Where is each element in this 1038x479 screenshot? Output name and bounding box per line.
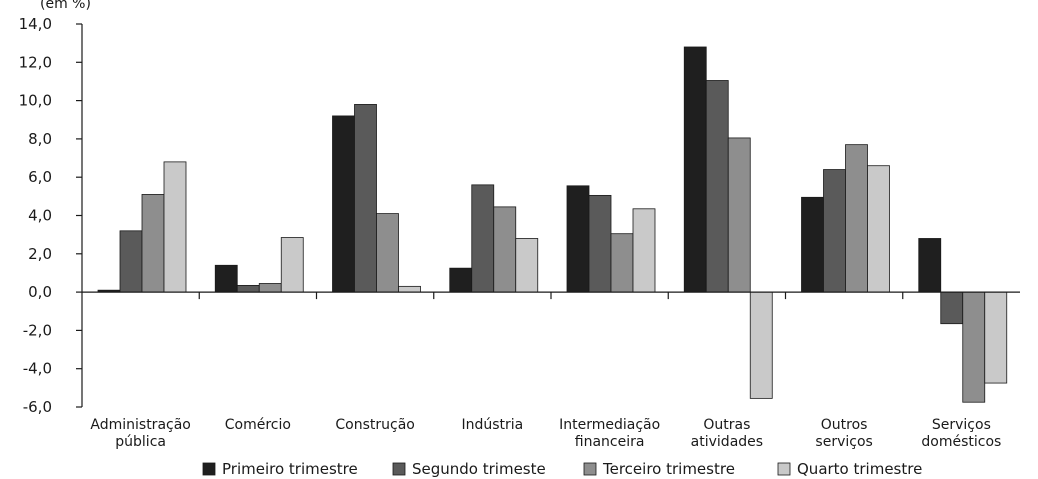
- y-tick-label: 8,0: [28, 130, 52, 148]
- category-label: pública: [115, 434, 166, 450]
- bar: [449, 267, 473, 293]
- bar: [280, 237, 304, 293]
- bar: [727, 137, 751, 293]
- bar: [376, 213, 399, 293]
- y-tick-label: 12,0: [19, 53, 52, 71]
- legend: Primeiro trimestre Segundo trimeste Tercei…: [202, 460, 922, 478]
- bar: [471, 184, 495, 293]
- bar: [705, 80, 729, 293]
- bar: [588, 194, 612, 293]
- bar: [962, 291, 986, 403]
- category-label: domésticos: [921, 434, 1001, 450]
- bar: [214, 264, 238, 293]
- bar: [632, 208, 656, 293]
- y-tick-label: 6,0: [28, 168, 52, 186]
- bar: [845, 144, 868, 293]
- bar: [801, 196, 824, 293]
- bar: [749, 291, 773, 399]
- legend-swatch: [392, 462, 406, 476]
- y-tick-label: -2,0: [23, 321, 52, 339]
- legend-swatch: [777, 462, 791, 476]
- bar: [918, 238, 942, 293]
- y-tick-label: -6,0: [23, 398, 52, 416]
- bar: [354, 104, 377, 293]
- category-label: Construção: [335, 417, 414, 433]
- bar: [398, 285, 421, 293]
- legend-swatch: [202, 462, 216, 476]
- legend-swatch: [583, 462, 597, 476]
- y-tick-label: 10,0: [19, 92, 52, 110]
- bar: [940, 291, 964, 325]
- category-label: serviços: [815, 434, 872, 450]
- x-ticks: [198, 292, 904, 300]
- legend-label: Quarto trimestre: [797, 460, 922, 478]
- bar: [515, 238, 539, 293]
- y-tick-label: -4,0: [23, 360, 52, 378]
- category-label: financeira: [575, 434, 645, 450]
- bar: [258, 283, 282, 293]
- bar: [332, 115, 355, 293]
- y-tick-label: 4,0: [28, 207, 52, 225]
- category-label: Serviços: [932, 417, 991, 433]
- y-unit-label: (em %): [40, 0, 91, 12]
- bar: [141, 194, 165, 293]
- bar: [867, 165, 890, 293]
- category-label: Indústria: [461, 417, 523, 433]
- y-tick-label: 2,0: [28, 245, 52, 263]
- y-ticks: 14,0 12,0 10,0 8,0 6,0 4,0 2,0 0,0 -2,0 -4,0 -6,0: [19, 15, 82, 416]
- category-label: Intermediação: [559, 417, 660, 433]
- bar: [566, 185, 590, 293]
- legend-label: Segundo trimeste: [412, 460, 546, 478]
- legend-label: Primeiro trimestre: [222, 460, 358, 478]
- bar: [119, 230, 143, 293]
- bar: [683, 46, 707, 293]
- legend-label: Terceiro trimestre: [602, 460, 735, 478]
- y-tick-label: 0,0: [28, 283, 52, 301]
- y-tick-label: 14,0: [19, 15, 52, 33]
- bars: [97, 46, 1008, 403]
- category-label: atividades: [691, 434, 763, 450]
- category-label: Comércio: [225, 417, 291, 433]
- category-label: Outras: [703, 417, 750, 433]
- bar: [493, 206, 517, 293]
- bar: [610, 233, 634, 293]
- bar: [236, 284, 260, 293]
- bar: [823, 169, 846, 293]
- category-label: Administração: [90, 417, 190, 433]
- bar: [984, 291, 1008, 384]
- bar: [163, 161, 187, 293]
- category-label: Outros: [821, 417, 868, 433]
